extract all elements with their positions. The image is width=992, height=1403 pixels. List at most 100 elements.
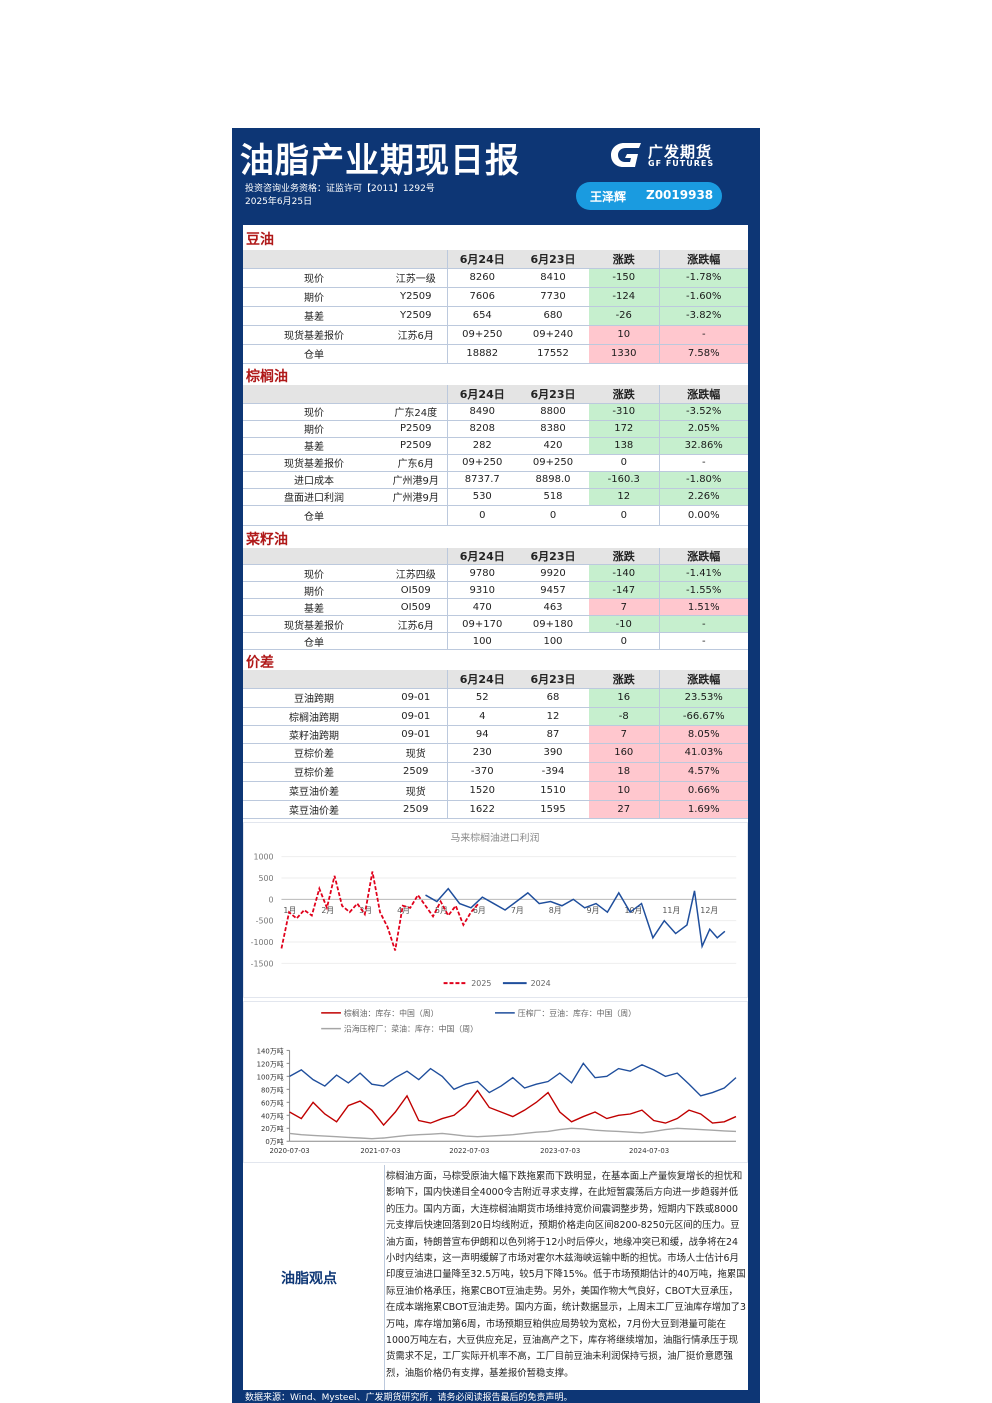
table-cell: 10 xyxy=(589,781,660,801)
table-cell: 230 xyxy=(447,743,517,763)
table-cell: 16 xyxy=(589,688,660,708)
table-cell: 9457 xyxy=(517,581,589,599)
table-cell: 09+250 xyxy=(447,325,517,345)
analyst-badge: 王泽辉 Z0019938 xyxy=(576,182,722,210)
table-cell: 2509 xyxy=(385,762,448,782)
table-row: 仓单 100 100 0- xyxy=(243,632,748,650)
oil-inventory-chart: 棕榈油：库存：中国（周） 压榨厂：豆油：库存：中国（周） 沿海压榨厂：菜油：库存：中… xyxy=(243,1001,748,1163)
legend-label: 2024 xyxy=(531,979,551,988)
table-row: 现货基差报价 江苏6月 09+170 09+180 -10- xyxy=(243,615,748,633)
table-cell: 12 xyxy=(589,488,660,506)
x-tick-label: 5月 xyxy=(435,906,448,915)
table-header-row: 6月24日 6月23日 涨跌 涨跌幅 xyxy=(243,548,748,565)
y-tick-label: 0 xyxy=(269,895,274,904)
column-header: 涨跌幅 xyxy=(659,385,748,404)
table-cell: 32.86% xyxy=(659,437,748,455)
table-cell: 广东24度 xyxy=(385,403,448,421)
logo-en-text: GF FUTURES xyxy=(648,159,715,168)
table-cell: 09+170 xyxy=(447,615,517,633)
column-header xyxy=(243,385,385,404)
table-cell: 8898.0 xyxy=(517,471,589,489)
table-cell: Y2509 xyxy=(385,306,448,326)
section-title: 价差 xyxy=(246,655,274,671)
column-header: 6月24日 xyxy=(447,548,517,565)
table-cell: 18882 xyxy=(447,344,517,364)
table-cell: 10 xyxy=(589,325,660,345)
table-cell: -10 xyxy=(589,615,660,633)
data-table: 6月24日 6月23日 涨跌 涨跌幅 豆油跨期 09-01 52 68 16 23.53% 棕榈油跨… xyxy=(243,670,748,819)
table-cell: 7730 xyxy=(517,287,589,307)
chart-title: 马来棕榈油进口利润 xyxy=(451,831,540,844)
series-line-2024 xyxy=(425,887,726,949)
table-row: 菜籽油跨期 09-01 94 87 7 8.05% xyxy=(243,725,748,744)
x-tick-label: 2021-07-03 xyxy=(360,1147,400,1155)
table-cell: -150 xyxy=(589,268,660,288)
table-cell: 1520 xyxy=(447,781,517,801)
table-cell: -1.41% xyxy=(659,564,748,582)
table-cell: 期价 xyxy=(243,581,385,599)
table-cell: 现货 xyxy=(385,743,448,763)
table-cell: 0.66% xyxy=(659,781,748,801)
table-cell: 现价 xyxy=(243,564,385,582)
table-cell: 豆棕价差 xyxy=(243,762,385,782)
table-cell: 期价 xyxy=(243,420,385,438)
table-cell: 8260 xyxy=(447,268,517,288)
report-date: 2025年6月25日 xyxy=(245,197,313,207)
section-title: 棕榈油 xyxy=(246,369,288,385)
table-cell: 7 xyxy=(589,725,660,744)
table-row: 期价 P2509 8208 8380 172 2.05% xyxy=(243,420,748,438)
table-row: 仓单 18882 17552 1330 7.58% xyxy=(243,344,748,364)
y-tick-label: 60万吨 xyxy=(261,1098,284,1107)
table-cell: 463 xyxy=(517,598,589,616)
table-row: 现价 广东24度 8490 8800 -310 -3.52% xyxy=(243,403,748,421)
table-row: 现价 江苏一级 8260 8410 -150 -1.78% xyxy=(243,268,748,288)
table-cell: 390 xyxy=(517,743,589,763)
table-cell: 基差 xyxy=(243,598,385,616)
table-cell: OI509 xyxy=(385,598,448,616)
table-cell: 8800 xyxy=(517,403,589,421)
column-header xyxy=(243,548,385,565)
column-header: 6月24日 xyxy=(447,385,517,404)
table-cell: 1.51% xyxy=(659,598,748,616)
table-cell: 9310 xyxy=(447,581,517,599)
table-cell: 江苏6月 xyxy=(385,615,448,633)
table-cell: 530 xyxy=(447,488,517,506)
logo-cn-text: 广发期货 xyxy=(648,143,713,161)
table-cell: - xyxy=(659,325,748,345)
column-header: 6月23日 xyxy=(517,250,589,269)
table-cell: 52 xyxy=(447,688,517,708)
table-cell: 盘面进口利润 xyxy=(243,488,385,506)
table-cell: 09-01 xyxy=(385,725,448,744)
series-line xyxy=(289,1062,737,1097)
x-tick-label: 2022-07-03 xyxy=(449,1147,489,1155)
table-cell: 仓单 xyxy=(243,632,385,650)
table-cell: 现价 xyxy=(243,403,385,421)
x-tick-label: 4月 xyxy=(397,906,410,915)
table-cell: 广州港9月 xyxy=(385,471,448,489)
table-cell: 41.03% xyxy=(659,743,748,763)
view-label-cell: 油脂观点 xyxy=(243,1165,385,1390)
malaysia-palm-import-profit-chart: 马来棕榈油进口利润 1000 500 0 -500 -1000 -1500 1月 2月 3月 4月 5… xyxy=(243,822,748,998)
table-cell: 1622 xyxy=(447,800,517,819)
table-cell: 菜豆油价差 xyxy=(243,800,385,819)
y-tick-label: 140万吨 xyxy=(257,1046,284,1055)
table-cell: 0 xyxy=(589,505,660,526)
column-header: 6月24日 xyxy=(447,670,517,689)
y-tick-label: -1000 xyxy=(251,938,274,947)
column-header xyxy=(385,385,448,404)
view-text: 棕榈油方面，马棕受原油大幅下跌拖累而下跌明显，在基本面上产量恢复增长的担忧和影响… xyxy=(386,1171,747,1379)
table-cell: 09-01 xyxy=(385,707,448,726)
table-cell: 282 xyxy=(447,437,517,455)
y-tick-label: 80万吨 xyxy=(261,1085,284,1094)
table-row: 仓单 0 0 0 0.00% xyxy=(243,505,748,526)
table-cell: 7.58% xyxy=(659,344,748,364)
data-table: 6月24日 6月23日 涨跌 涨跌幅 现价 江苏四级 9780 9920 -140 -1.41% 期… xyxy=(243,548,748,650)
column-header xyxy=(243,670,385,689)
column-header xyxy=(385,250,448,269)
table-row: 进口成本 广州港9月 8737.7 8898.0 -160.3 -1.80% xyxy=(243,471,748,489)
legend-label: 沿海压榨厂：菜油：库存：中国（周） xyxy=(344,1024,478,1034)
table-cell: 基差 xyxy=(243,306,385,326)
series-line-2025 xyxy=(280,871,480,951)
table-row: 菜豆油价差 2509 1622 1595 27 1.69% xyxy=(243,800,748,819)
table-header-row: 6月24日 6月23日 涨跌 涨跌幅 xyxy=(243,385,748,404)
